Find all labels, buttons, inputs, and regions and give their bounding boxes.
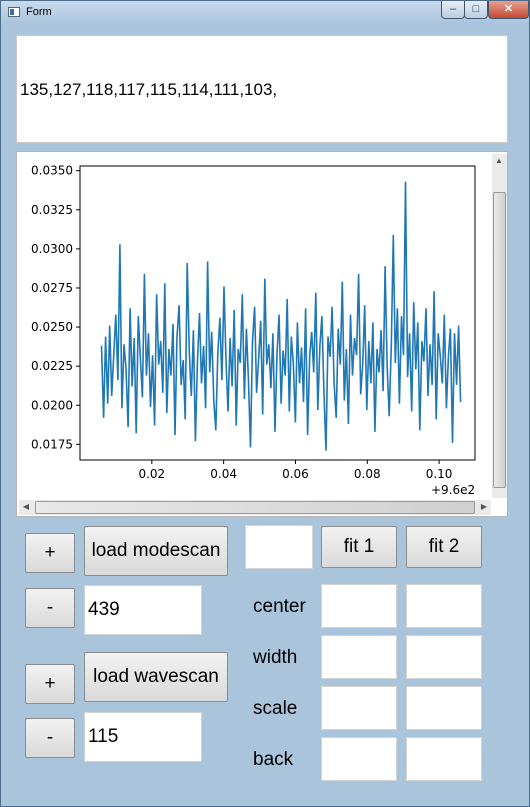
y-tick-label: 0.0250 xyxy=(31,320,73,334)
back-label: back xyxy=(253,749,294,770)
vertical-scrollbar[interactable]: ▲ xyxy=(492,154,507,498)
back-fit1-field[interactable] xyxy=(321,737,397,781)
fit-parameter-input[interactable] xyxy=(245,525,313,569)
x-tick-label: 0.10 xyxy=(426,467,453,481)
y-tick-label: 0.0325 xyxy=(31,203,73,217)
close-button[interactable]: ✕ xyxy=(488,1,529,19)
y-tick-label: 0.0225 xyxy=(31,359,73,373)
wavescan-minus-button[interactable]: - xyxy=(25,718,75,758)
center-fit1-field[interactable] xyxy=(321,584,397,628)
x-tick-label: 0.08 xyxy=(354,467,381,481)
wavescan-plus-button[interactable]: + xyxy=(25,664,75,704)
center-label: center xyxy=(253,596,306,617)
scale-fit1-field[interactable] xyxy=(321,686,397,730)
width-fit2-field[interactable] xyxy=(406,635,482,679)
window-title: Form xyxy=(26,6,52,18)
minimize-button[interactable]: – xyxy=(441,1,465,19)
y-tick-label: 0.0275 xyxy=(31,281,73,295)
scale-fit2-field[interactable] xyxy=(406,686,482,730)
scroll-up-arrow[interactable]: ▲ xyxy=(495,156,503,165)
series-line xyxy=(100,181,462,451)
scale-label: scale xyxy=(253,698,298,719)
wavescan-input[interactable] xyxy=(84,712,202,762)
modescan-input[interactable] xyxy=(84,585,202,635)
horizontal-scrollbar[interactable]: ◀ ▶ xyxy=(19,500,491,515)
x-tick-label: 0.06 xyxy=(282,467,309,481)
width-label: width xyxy=(253,647,298,668)
vertical-scroll-thumb[interactable] xyxy=(493,192,506,488)
back-fit2-field[interactable] xyxy=(406,737,482,781)
load-wavescan-button[interactable]: load wavescan xyxy=(84,652,228,702)
x-tick-label: 0.04 xyxy=(210,467,237,481)
load-modescan-button[interactable]: load modescan xyxy=(84,526,228,576)
width-fit1-field[interactable] xyxy=(321,635,397,679)
chart: 0.0175 0.0200 0.0225 0.0250 0.0275 0.0300 0.03… xyxy=(31,164,476,497)
y-tick-label: 0.0175 xyxy=(31,437,73,451)
title-bar[interactable]: Form – □ ✕ xyxy=(1,1,529,25)
scroll-right-arrow[interactable]: ▶ xyxy=(480,502,488,511)
y-tick-label: 0.0300 xyxy=(31,242,73,256)
output-text: 135,127,118,117,115,114,111,103, xyxy=(20,80,278,99)
plot-area: 0.0175 0.0200 0.0225 0.0250 0.0275 0.0300 0.03… xyxy=(16,151,508,517)
x-offset-label: +9.6e2 xyxy=(431,483,475,497)
modescan-plus-button[interactable]: + xyxy=(25,533,75,573)
y-tick-label: 0.0350 xyxy=(31,164,73,178)
scroll-left-arrow[interactable]: ◀ xyxy=(22,502,30,511)
center-fit2-field[interactable] xyxy=(406,584,482,628)
horizontal-scroll-thumb[interactable] xyxy=(35,501,475,514)
x-tick-label: 0.02 xyxy=(138,467,165,481)
modescan-minus-button[interactable]: - xyxy=(25,588,75,628)
fit1-button[interactable]: fit 1 xyxy=(321,526,397,568)
plot-frame xyxy=(79,165,476,461)
fit2-button[interactable]: fit 2 xyxy=(406,526,482,568)
app-icon xyxy=(8,7,20,17)
maximize-button[interactable]: □ xyxy=(464,1,488,19)
y-tick-label: 0.0200 xyxy=(31,398,73,412)
output-textbox[interactable]: 135,127,118,117,115,114,111,103, xyxy=(16,35,508,143)
